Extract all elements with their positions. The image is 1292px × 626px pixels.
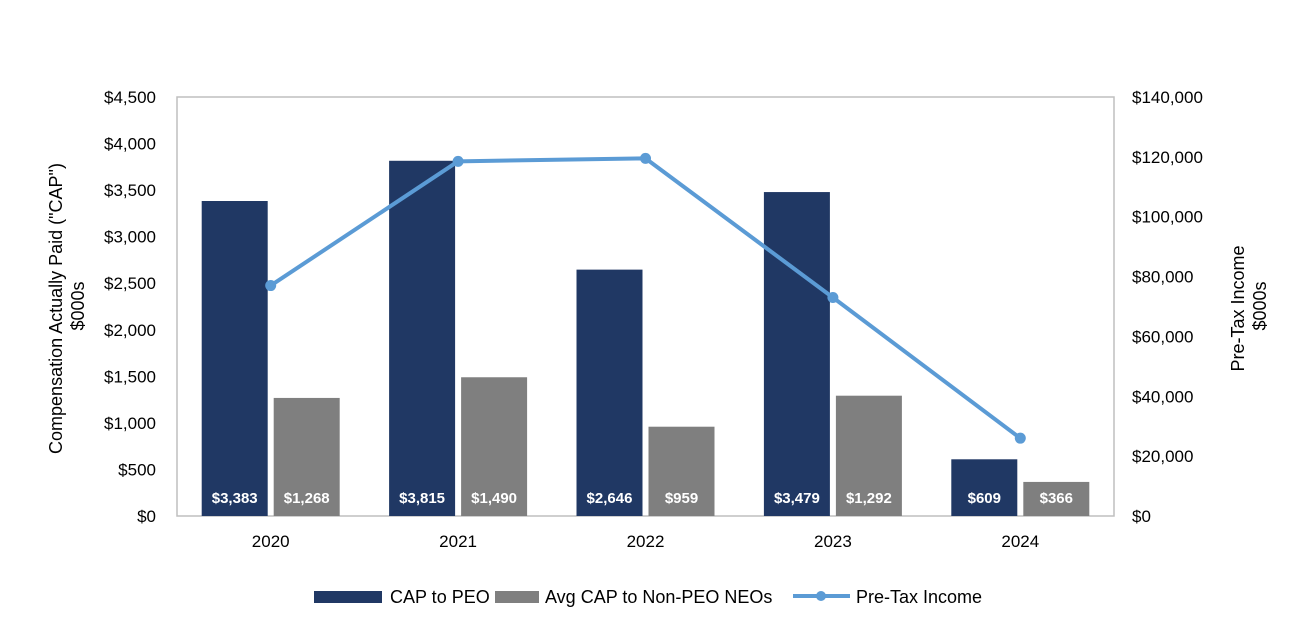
point-pretax-2021 — [452, 155, 464, 167]
right-axis-title-line2: $000s — [1250, 281, 1270, 330]
left-tick-label: $2,000 — [104, 321, 156, 340]
left-tick-label: $1,000 — [104, 414, 156, 433]
point-pretax-2023 — [827, 292, 839, 304]
bar-label-avg-cap-2023: $1,292 — [846, 490, 892, 507]
point-pretax-2022 — [640, 152, 651, 164]
bar-cap-peo-2020 — [201, 201, 268, 516]
left-tick-label: $3,500 — [104, 181, 156, 200]
bar-label-avg-cap-2022: $959 — [665, 490, 698, 507]
left-tick-label: $3,000 — [104, 228, 156, 247]
bar-avg-cap-2020 — [273, 397, 340, 516]
bar-label-cap-peo-2020: $3,383 — [212, 490, 258, 507]
bar-avg-cap-2023 — [835, 395, 902, 516]
legend: CAP to PEO Avg CAP to Non-PEO NEOs Pre-T… — [314, 587, 982, 607]
right-tick-label: $40,000 — [1132, 387, 1193, 406]
bar-cap-peo-2023 — [763, 192, 830, 516]
x-tick-label-2023: 2023 — [814, 532, 852, 551]
bar-label-cap-peo-2022: $2,646 — [587, 490, 633, 507]
left-tick-label: $2,500 — [104, 274, 156, 293]
left-axis-title: Compensation Actually Paid ("CAP") $000s — [46, 158, 88, 454]
right-tick-label: $120,000 — [1132, 148, 1203, 167]
legend-swatch-cap-peo — [314, 591, 382, 603]
legend-label-cap-peo: CAP to PEO — [390, 587, 490, 607]
point-pretax-2020 — [265, 280, 277, 292]
bar-avg-cap-2022 — [648, 426, 715, 516]
bar-label-cap-peo-2024: $609 — [968, 490, 1001, 507]
bar-label-cap-peo-2021: $3,815 — [399, 490, 445, 507]
left-tick-label: $4,500 — [104, 88, 156, 107]
right-tick-label: $0 — [1132, 507, 1151, 526]
x-tick-label-2024: 2024 — [1001, 532, 1039, 551]
line-pretax-income — [269, 156, 1022, 440]
left-axis-title-line2: $000s — [68, 281, 88, 330]
right-axis-title: Pre-Tax Income $000s — [1228, 240, 1270, 371]
bar-cap-peo-2022 — [576, 269, 643, 516]
left-tick-label: $4,000 — [104, 135, 156, 154]
bar-cap-peo-2024 — [951, 459, 1018, 516]
legend-label-avg-cap: Avg CAP to Non-PEO NEOs — [545, 587, 772, 607]
right-tick-label: $60,000 — [1132, 327, 1193, 346]
legend-label-pretax: Pre-Tax Income — [856, 587, 982, 607]
left-tick-label: $1,500 — [104, 367, 156, 386]
left-axis-title-line1: Compensation Actually Paid ("CAP") — [46, 163, 66, 454]
x-tick-label-2020: 2020 — [252, 532, 290, 551]
x-tick-label-2021: 2021 — [439, 532, 477, 551]
point-pretax-2024 — [1014, 432, 1026, 444]
bar-cap-peo-2021 — [389, 160, 456, 516]
legend-swatch-avg-cap — [495, 591, 539, 603]
legend-marker-pretax — [816, 591, 826, 601]
right-tick-label: $20,000 — [1132, 447, 1193, 466]
bar-label-avg-cap-2024: $366 — [1040, 490, 1073, 507]
right-tick-label: $140,000 — [1132, 88, 1203, 107]
left-tick-label: $500 — [118, 460, 156, 479]
plot-area — [176, 96, 1115, 517]
right-axis-title-line1: Pre-Tax Income — [1228, 245, 1248, 371]
left-tick-label: $0 — [137, 507, 156, 526]
bar-avg-cap-2021 — [461, 377, 528, 516]
bar-label-avg-cap-2020: $1,268 — [284, 490, 330, 507]
right-tick-label: $100,000 — [1132, 208, 1203, 227]
bar-label-avg-cap-2021: $1,490 — [471, 490, 517, 507]
bar-label-cap-peo-2023: $3,479 — [774, 490, 820, 507]
bar-avg-cap-2024 — [1023, 481, 1090, 516]
right-tick-label: $80,000 — [1132, 268, 1193, 287]
x-tick-label-2022: 2022 — [627, 532, 665, 551]
